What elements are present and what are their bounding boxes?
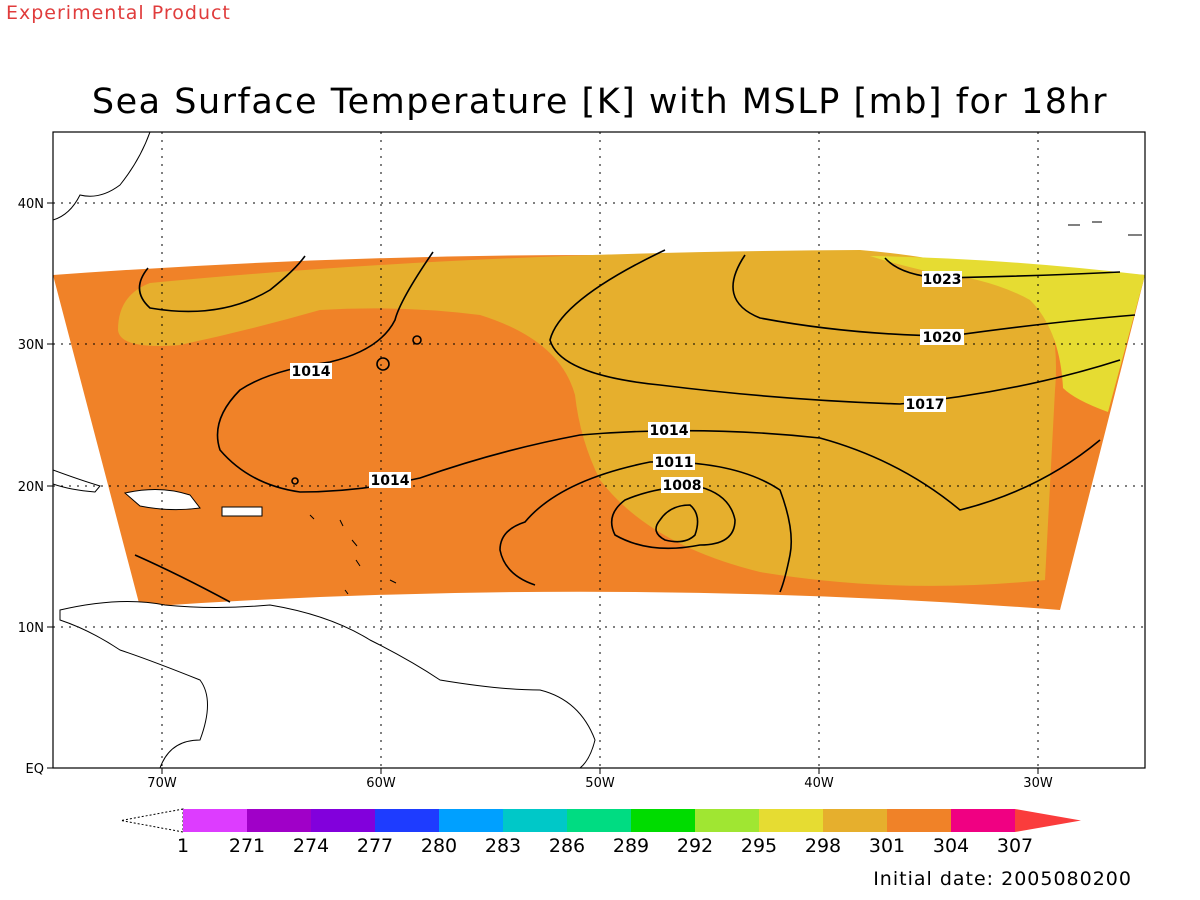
colorbar-label: 289	[613, 835, 649, 857]
colorbar-swatch	[695, 809, 759, 832]
north-america-coast	[53, 132, 151, 221]
isobar-south	[134, 554, 231, 603]
contour-label-1014-center: 1014	[648, 422, 690, 439]
isobar-small-ring-2	[412, 335, 422, 345]
colorbar-swatch	[503, 809, 567, 832]
colorbar-lower-arrow	[120, 808, 184, 833]
experimental-product-label: Experimental Product	[6, 2, 231, 24]
sst-region-301	[118, 250, 1056, 586]
svg-text:1014: 1014	[650, 423, 689, 439]
chart-title: Sea Surface Temperature [K] with MSLP [m…	[91, 82, 1109, 122]
south-america-coast	[59, 600, 596, 768]
map-grid	[53, 132, 1145, 768]
isobar-small-ring-3	[291, 477, 299, 485]
isobar-1020-west	[138, 255, 306, 313]
colorbar-label: 307	[997, 835, 1033, 857]
svg-text:1008: 1008	[663, 478, 702, 494]
isobar-low-center	[655, 504, 699, 543]
colorbar-label: 280	[421, 835, 457, 857]
colorbar-swatch	[951, 809, 1015, 832]
colorbar-swatch	[887, 809, 951, 832]
coastlines	[53, 132, 1142, 768]
contour-label-1014-nw: 1014	[290, 363, 332, 380]
puerto-rico-island	[221, 506, 263, 517]
x-tick-50w: 50W	[585, 776, 615, 791]
isobar-small-ring	[376, 357, 390, 371]
svg-text:1014: 1014	[371, 473, 410, 489]
cuba-island	[53, 469, 101, 493]
colorbar-swatch	[183, 809, 247, 832]
x-tick-60w: 60W	[366, 776, 396, 791]
x-axis	[161, 768, 1039, 774]
sst-field	[53, 250, 1145, 610]
colorbar-swatch	[247, 809, 311, 832]
isobar-1017	[549, 249, 1121, 405]
contour-label-1020: 1020	[920, 329, 964, 346]
colorbar-swatch	[823, 809, 887, 832]
y-axis	[47, 202, 53, 769]
y-tick-30n: 30N	[18, 338, 44, 353]
y-tick-20n: 20N	[18, 480, 44, 495]
azores-islands	[1068, 221, 1142, 236]
plot-frame	[52, 131, 1146, 769]
isobar-1008	[610, 485, 736, 550]
colorbar-swatch	[439, 809, 503, 832]
colorbar-label: 1	[177, 835, 189, 857]
isobar-1020-north	[732, 254, 1136, 337]
x-tick-40w: 40W	[804, 776, 834, 791]
colorbar-swatch	[567, 809, 631, 832]
colorbar-label: 271	[229, 835, 265, 857]
svg-text:1023: 1023	[923, 272, 962, 288]
svg-text:1020: 1020	[923, 330, 962, 346]
colorbar-upper-arrow	[1015, 809, 1081, 832]
x-tick-30w: 30W	[1023, 776, 1053, 791]
colorbar-swatch	[759, 809, 823, 832]
y-tick-40n: 40N	[18, 197, 44, 212]
contour-label-1023: 1023	[922, 271, 962, 288]
colorbar-label: 277	[357, 835, 393, 857]
contour-label-1008: 1008	[661, 477, 703, 494]
colorbar-label: 292	[677, 835, 713, 857]
colorbar-label: 283	[485, 835, 521, 857]
colorbar-swatch	[375, 809, 439, 832]
colorbar-swatch	[311, 809, 375, 832]
y-tick-eq: EQ	[26, 762, 44, 777]
colorbar: 1 271 274 277 280 283 286 289 292 295 298 301 304 307	[120, 808, 1081, 857]
contour-label-1017: 1017	[904, 396, 946, 413]
caribbean-islands	[309, 514, 397, 595]
initial-date: Initial date: 2005080200	[873, 868, 1132, 890]
svg-text:1011: 1011	[655, 455, 694, 471]
colorbar-label: 301	[869, 835, 905, 857]
svg-text:1014: 1014	[292, 364, 331, 380]
colorbar-swatch	[631, 809, 695, 832]
colorbar-label: 298	[805, 835, 841, 857]
y-tick-10n: 10N	[18, 621, 44, 636]
isobar-1011	[499, 461, 793, 593]
colorbar-label: 304	[933, 835, 969, 857]
isobar-1023	[884, 257, 1121, 279]
contour-label-1014-sw: 1014	[369, 472, 411, 489]
x-tick-70w: 70W	[147, 776, 177, 791]
colorbar-label: 286	[549, 835, 585, 857]
hispaniola-island	[123, 488, 201, 511]
colorbar-label: 274	[293, 835, 329, 857]
contour-labels: 1023 1020 1017 1014 1014 1014 1011 1008	[290, 271, 964, 494]
svg-text:1017: 1017	[906, 397, 945, 413]
colorbar-label: 295	[741, 835, 777, 857]
contour-label-1011: 1011	[653, 454, 695, 471]
